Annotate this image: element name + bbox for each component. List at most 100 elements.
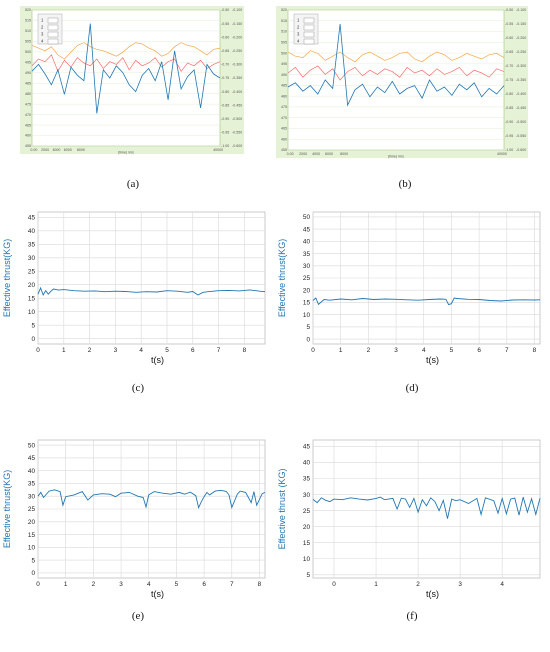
monitor-chart-b: 455 460 465 470 475 480 485 490 495 500 505 510 515 5… bbox=[276, 6, 528, 159]
x-tick-label: 2 bbox=[416, 581, 420, 588]
monitor-series-blue bbox=[287, 23, 505, 107]
left-tick-label: 490 bbox=[25, 71, 31, 75]
thrust-series-line bbox=[312, 297, 541, 306]
caption-b: (b) bbox=[398, 178, 412, 190]
left-tick-label: 510 bbox=[281, 30, 287, 34]
plot-area bbox=[312, 439, 541, 579]
right-tick-label-1: -0.65 bbox=[505, 50, 513, 54]
panel-b: 455 460 465 470 475 480 485 490 495 500 505 510 515 5… bbox=[276, 6, 528, 159]
panel-d: 0 1 2 3 4 5 6 7 8 0 5 10 15 20 25 30 35 40 45 50 t(s) Effecti… bbox=[275, 200, 550, 372]
x-tick-label: 40000 bbox=[497, 152, 507, 156]
x-tick-label: 1 bbox=[64, 581, 68, 588]
x-tick-label: 0.00 bbox=[30, 148, 37, 152]
y-tick-label: 30 bbox=[303, 492, 311, 499]
left-tick-label: 485 bbox=[281, 84, 287, 88]
y-axis-label: Effective thrust(KG) bbox=[2, 470, 12, 548]
right-tick-label-1: -0.65 bbox=[221, 49, 229, 53]
monitor-series-orange bbox=[31, 42, 221, 60]
thrust-chart-e: 0 1 2 3 4 5 6 7 805101520253035404550t(s)Effecti… bbox=[2, 439, 266, 599]
y-tick-label: 40 bbox=[28, 468, 36, 475]
x-tick-label: 4 bbox=[500, 581, 504, 588]
right-tick-label-2: -0.350 bbox=[516, 78, 526, 82]
left-tick-label: 520 bbox=[25, 8, 31, 12]
x-tick-label: 0 bbox=[36, 581, 40, 588]
x-tick-label: 8000 bbox=[340, 152, 348, 156]
y-tick-label: 20 bbox=[28, 282, 36, 289]
panel-a: 455 460 465 470 475 480 485 490 495 500 505 510 515 5… bbox=[20, 6, 244, 155]
right-tick-label-1: -0.70 bbox=[221, 63, 229, 67]
right-tick-label-1: -0.55 bbox=[505, 22, 513, 26]
x-tick-label: 5 bbox=[450, 347, 454, 354]
right-tick-label-1: -0.85 bbox=[505, 106, 513, 110]
right-tick-label-2: -0.300 bbox=[516, 64, 526, 68]
y-tick-label: 40 bbox=[28, 228, 36, 235]
right-tick-label-1: -0.75 bbox=[505, 78, 513, 82]
right-tick-label-2: -0.100 bbox=[232, 8, 242, 12]
legend-label: 2 bbox=[297, 25, 300, 30]
y-tick-label: 25 bbox=[303, 508, 311, 515]
left-tick-label: 490 bbox=[281, 73, 287, 77]
x-axis-label: (time) /ms bbox=[388, 155, 404, 159]
x-tick-label: 7 bbox=[217, 347, 221, 354]
y-tick-label: 20 bbox=[28, 519, 36, 526]
y-tick-label: 5 bbox=[31, 322, 35, 329]
right-tick-label-1: -0.50 bbox=[221, 8, 229, 12]
left-tick-label: 515 bbox=[281, 19, 287, 23]
x-axis-label: (time) /ms bbox=[118, 151, 134, 155]
left-tick-label: 520 bbox=[281, 8, 287, 12]
legend-swatch bbox=[47, 24, 59, 31]
right-tick-label-1: -0.50 bbox=[505, 8, 513, 12]
right-tick-label-2: -0.450 bbox=[232, 103, 242, 107]
x-tick-label: 3 bbox=[394, 347, 398, 354]
right-tick-label-1: -0.60 bbox=[505, 36, 513, 40]
left-tick-label: 480 bbox=[281, 94, 287, 98]
x-tick-label: 2 bbox=[92, 581, 96, 588]
x-tick-label: 7 bbox=[505, 347, 509, 354]
legend-label: 4 bbox=[297, 39, 300, 44]
x-tick-label: 1 bbox=[339, 347, 343, 354]
x-tick-label: 6 bbox=[191, 347, 195, 354]
left-tick-label: 475 bbox=[281, 105, 287, 109]
y-axis-label: Effective thrust(KG) bbox=[2, 239, 12, 317]
left-tick-label: 470 bbox=[281, 116, 287, 120]
x-tick-label: 6 bbox=[202, 581, 206, 588]
right-tick-label-1: -0.70 bbox=[505, 64, 513, 68]
legend-label: 4 bbox=[41, 39, 44, 44]
left-tick-label: 455 bbox=[25, 144, 31, 148]
right-tick-label-1: -1.00 bbox=[505, 148, 513, 152]
right-tick-label-1: -0.95 bbox=[505, 134, 513, 138]
left-tick-label: 465 bbox=[25, 123, 31, 127]
legend-label: 3 bbox=[297, 32, 300, 37]
legend-label: 2 bbox=[41, 25, 44, 30]
y-tick-label: 5 bbox=[31, 557, 35, 564]
x-tick-label: 0.00 bbox=[287, 152, 294, 156]
left-tick-label: 510 bbox=[25, 29, 31, 33]
legend-swatch bbox=[303, 17, 315, 24]
right-tick-label-2: -0.350 bbox=[232, 76, 242, 80]
x-tick-label: 7 bbox=[230, 581, 234, 588]
panel-f: 0 1 2 3 4 5 10 15 20 25 30 35 40 45 t(s) Effective thru… bbox=[275, 428, 550, 606]
right-tick-label-2: -0.150 bbox=[232, 22, 242, 26]
right-tick-label-1: -0.90 bbox=[221, 117, 229, 121]
y-tick-label: 5 bbox=[306, 324, 310, 331]
left-tick-label: 515 bbox=[25, 19, 31, 23]
x-tick-label: 0 bbox=[36, 347, 40, 354]
x-tick-label: 0 bbox=[332, 581, 336, 588]
x-tick-label: 6000 bbox=[64, 148, 72, 152]
y-axis-label: Effective thrust (KG) bbox=[277, 469, 287, 550]
left-tick-label: 500 bbox=[281, 51, 287, 55]
left-tick-label: 460 bbox=[25, 134, 31, 138]
legend-swatch bbox=[303, 24, 315, 31]
x-tick-label: 8 bbox=[533, 347, 537, 354]
caption-c: (c) bbox=[131, 382, 145, 394]
left-tick-label: 480 bbox=[25, 92, 31, 96]
right-tick-label-2: -0.500 bbox=[232, 117, 242, 121]
y-tick-label: 0 bbox=[31, 570, 35, 577]
left-tick-label: 475 bbox=[25, 102, 31, 106]
x-tick-label: 6 bbox=[477, 347, 481, 354]
y-tick-label: 40 bbox=[303, 239, 311, 246]
y-tick-label: 15 bbox=[28, 295, 36, 302]
y-tick-label: 0 bbox=[306, 336, 310, 343]
right-tick-label-1: -1.00 bbox=[221, 144, 229, 148]
x-tick-label: 4 bbox=[139, 347, 143, 354]
